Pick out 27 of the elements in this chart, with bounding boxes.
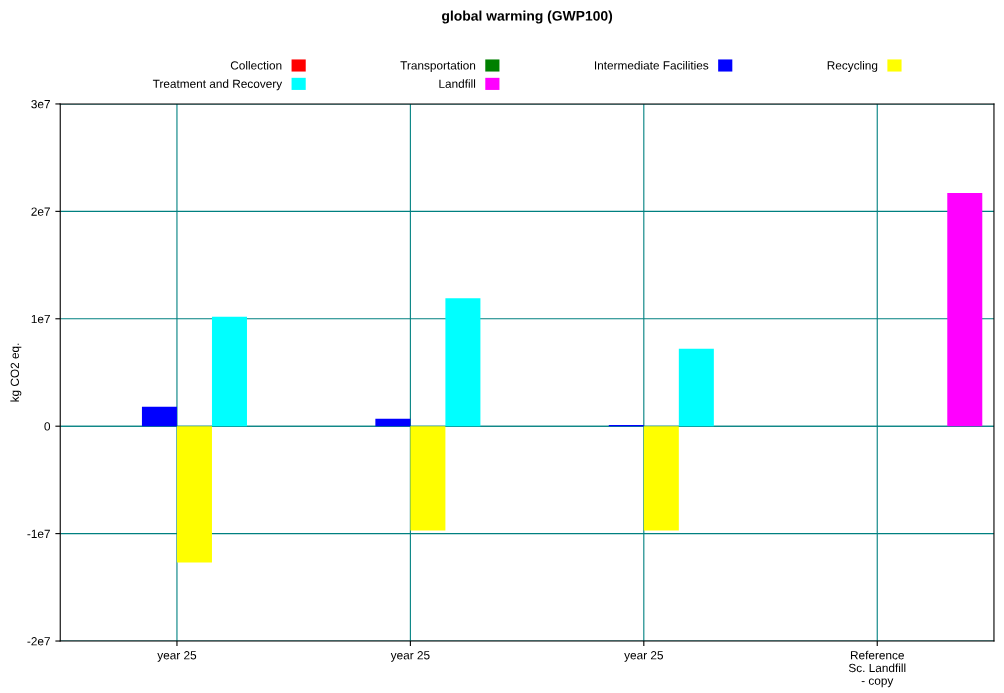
y-tick-label: 3e7 — [31, 99, 50, 109]
legend-label: Recycling — [827, 60, 878, 72]
y-tick-label: -2e7 — [27, 637, 50, 646]
bar — [375, 418, 411, 427]
bar — [445, 298, 481, 427]
bar — [211, 316, 247, 427]
y-axis-title: kg CO2 eq. — [10, 343, 22, 402]
bar — [141, 406, 177, 427]
bar — [410, 426, 446, 531]
bar — [678, 348, 714, 427]
bar — [643, 426, 679, 531]
legend-label: Transportation — [400, 60, 476, 72]
bar — [176, 426, 212, 563]
y-tick-label: 0 — [44, 422, 51, 431]
legend-label: Intermediate Facilities — [594, 60, 709, 70]
legend-label: Treatment and Recovery — [152, 79, 283, 91]
x-tick-label: year 25 — [157, 651, 197, 662]
legend-label: Landfill — [439, 79, 476, 88]
chart-title: global warming (GWP100) — [442, 10, 613, 24]
bar — [947, 193, 983, 427]
x-tick-label: Reference Sc. Landfill - copy — [848, 650, 906, 688]
y-tick-label: -1e7 — [27, 529, 50, 538]
x-tick-label: year 25 — [390, 651, 430, 662]
y-tick-label: 1e7 — [31, 314, 50, 324]
y-tick-label: 2e7 — [31, 207, 50, 216]
x-tick-label: year 25 — [624, 651, 664, 662]
legend-label: Collection — [230, 60, 282, 70]
